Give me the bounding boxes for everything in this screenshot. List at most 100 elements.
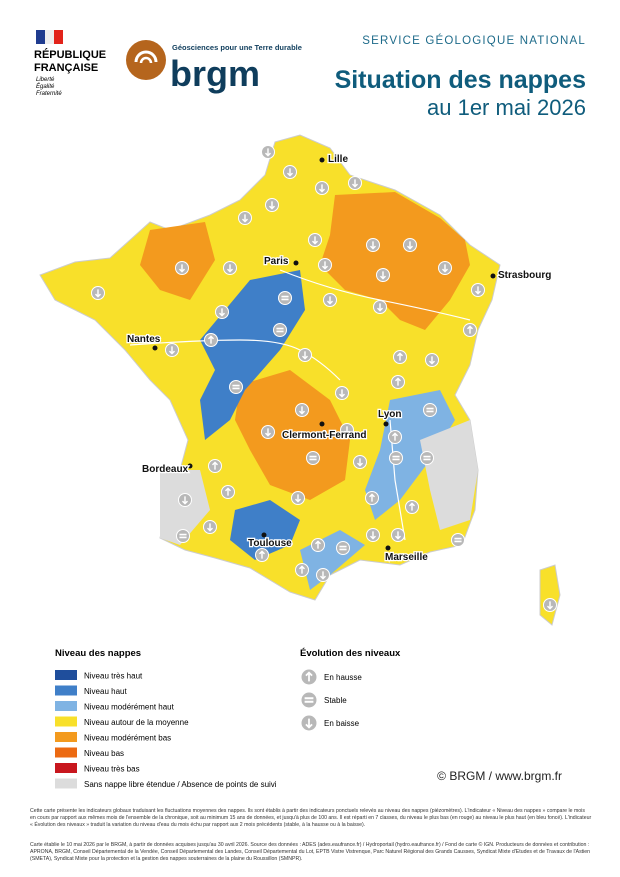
icon-glyph bbox=[226, 264, 234, 273]
icon-glyph bbox=[314, 540, 322, 549]
icon-glyph bbox=[428, 356, 436, 365]
icon-glyph bbox=[454, 537, 462, 543]
icon-glyph bbox=[392, 455, 400, 461]
icon-glyph bbox=[276, 327, 284, 333]
city-label: Strasbourg bbox=[498, 270, 551, 281]
evolution-icon bbox=[229, 380, 243, 394]
icon-glyph bbox=[298, 565, 306, 574]
region-grey bbox=[420, 420, 478, 530]
brgm-mark bbox=[126, 40, 166, 80]
corsica bbox=[539, 564, 561, 626]
icon-glyph bbox=[309, 455, 317, 461]
legend-swatch bbox=[55, 670, 77, 680]
icon-glyph bbox=[232, 384, 240, 390]
city-label: Clermont-Ferrand bbox=[282, 430, 366, 441]
legend-label: En baisse bbox=[324, 719, 360, 728]
flag-white bbox=[45, 30, 54, 44]
icon-glyph bbox=[179, 533, 187, 539]
region-orange bbox=[235, 370, 350, 500]
legend-label: Niveau haut bbox=[84, 687, 127, 696]
legend-swatch bbox=[55, 701, 77, 711]
icon-glyph bbox=[338, 389, 346, 398]
legend-evolution: En hausse Stable En baisse bbox=[300, 668, 362, 732]
evolution-icon bbox=[336, 541, 350, 555]
icon-glyph bbox=[298, 406, 306, 415]
icon-glyph bbox=[339, 545, 347, 551]
legend-label: Niveau très bas bbox=[84, 765, 140, 774]
legend-label: En hausse bbox=[324, 673, 362, 682]
city-label: Nantes bbox=[127, 334, 161, 345]
evolution-icon bbox=[300, 691, 318, 709]
icon-glyph bbox=[394, 531, 402, 540]
icon-glyph bbox=[318, 184, 326, 193]
icon-glyph bbox=[356, 458, 364, 467]
evolution-icon bbox=[273, 323, 287, 337]
city-dot bbox=[319, 157, 325, 163]
icon-glyph bbox=[426, 407, 434, 413]
city-label: Lille bbox=[328, 154, 348, 165]
icon-glyph bbox=[379, 271, 387, 280]
icon-glyph bbox=[305, 718, 313, 729]
city-label: Paris bbox=[264, 256, 289, 267]
evolution-icon bbox=[420, 451, 434, 465]
icon-glyph bbox=[466, 325, 474, 334]
city-label: Marseille bbox=[385, 552, 428, 563]
icon-glyph bbox=[264, 148, 272, 157]
city-label: Bordeaux bbox=[142, 464, 189, 475]
icon-glyph bbox=[281, 295, 289, 301]
motto: Égalité bbox=[36, 83, 55, 90]
legend-levels: Niveau très haut Niveau haut Niveau modéré… bbox=[55, 670, 277, 789]
icon-glyph bbox=[441, 264, 449, 273]
river bbox=[279, 269, 471, 321]
icon-glyph bbox=[351, 179, 359, 188]
legend-label: Niveau bas bbox=[84, 749, 124, 758]
map: Lille Paris Strasbourg Nantes Lyon Clerm… bbox=[39, 134, 561, 626]
icon-glyph bbox=[294, 494, 302, 503]
motto: Fraternité bbox=[36, 91, 62, 97]
city-label: Lyon bbox=[378, 409, 402, 420]
brgm-mark-arc bbox=[134, 50, 158, 63]
legend-label: Niveau autour de la moyenne bbox=[84, 718, 189, 727]
icon-glyph bbox=[369, 531, 377, 540]
icon-glyph bbox=[376, 303, 384, 312]
republique: FRANÇAISE bbox=[34, 62, 98, 74]
city-dot bbox=[319, 421, 325, 427]
legend-label: Niveau modérément bas bbox=[84, 734, 171, 743]
city-dot bbox=[383, 421, 389, 427]
evolution-icon bbox=[278, 291, 292, 305]
credit: © BRGM / www.brgm.fr bbox=[437, 769, 562, 783]
icon-glyph bbox=[368, 493, 376, 502]
flag-red bbox=[54, 30, 63, 44]
icon-glyph bbox=[304, 697, 314, 703]
city-dot bbox=[187, 463, 193, 469]
evolution-icon bbox=[306, 451, 320, 465]
icon-glyph bbox=[391, 432, 399, 441]
icon-glyph bbox=[321, 261, 329, 270]
city-dot bbox=[261, 532, 267, 538]
legend-swatch bbox=[55, 763, 77, 773]
icon-glyph bbox=[264, 428, 272, 437]
icon-glyph bbox=[286, 168, 294, 177]
evolution-icons bbox=[91, 145, 557, 612]
city-label: Toulouse bbox=[248, 538, 292, 549]
service: SERVICE GÉOLOGIQUE NATIONAL bbox=[362, 34, 586, 47]
river bbox=[129, 339, 341, 381]
icon-glyph bbox=[301, 351, 309, 360]
evolution-icon bbox=[389, 451, 403, 465]
icon-glyph bbox=[408, 502, 416, 511]
icon-glyph bbox=[423, 455, 431, 461]
legend-swatch bbox=[55, 716, 77, 727]
republique: RÉPUBLIQUE bbox=[34, 48, 106, 61]
legend-swatch bbox=[55, 685, 77, 696]
city-dot bbox=[293, 260, 299, 266]
brgm-mark-arc bbox=[139, 56, 153, 64]
legend-swatch bbox=[55, 747, 77, 758]
region-blue bbox=[230, 500, 300, 560]
icon-glyph bbox=[218, 308, 226, 317]
region-grey bbox=[160, 470, 210, 545]
note: Cette carte présente les indicateurs glo… bbox=[30, 808, 592, 829]
icon-glyph bbox=[319, 571, 327, 580]
brgm-logo: brgm bbox=[170, 53, 260, 94]
